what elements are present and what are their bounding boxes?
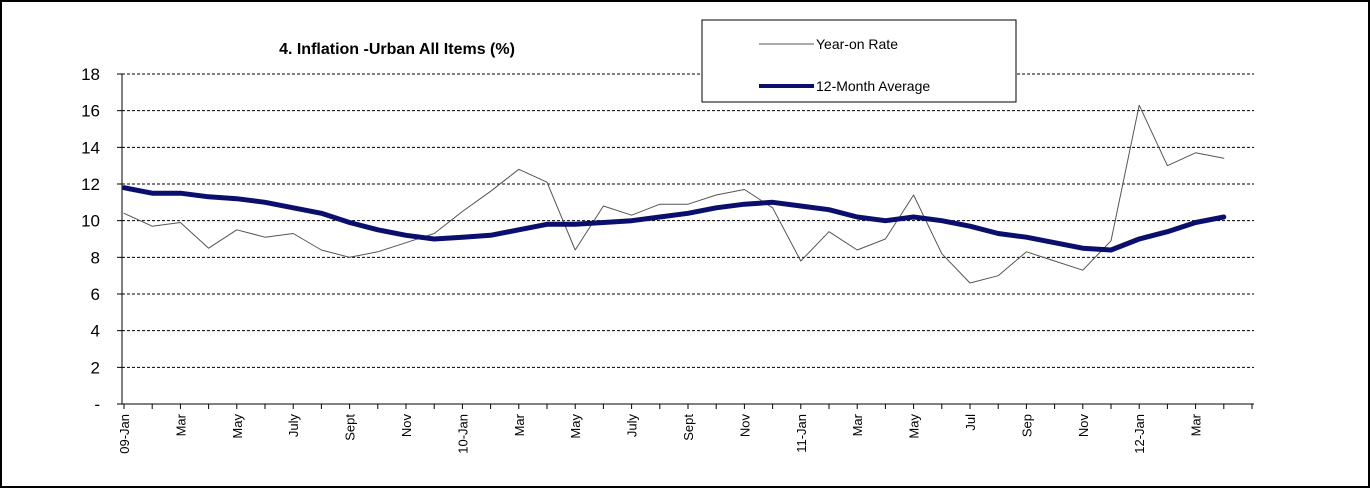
y-tick-label-10: 10 (81, 212, 100, 231)
legend-box (701, 19, 1017, 103)
x-tick-label: Sep (1019, 414, 1034, 437)
y-tick-label-18: 18 (81, 65, 100, 84)
y-tick-label-14: 14 (81, 138, 100, 157)
y-tick-label-0: - (94, 395, 100, 414)
axes: - 2 4 6 8 10 12 14 16 18 09-Jan Mar May July Sept Nov 10… (81, 65, 1254, 454)
y-tick-label-6: 6 (91, 285, 100, 304)
x-tick-label: Mar (850, 413, 865, 436)
y-tick-label-4: 4 (91, 322, 100, 341)
x-tick-label: May (907, 414, 922, 439)
chart-title: 4. Inflation -Urban All Items (%) (279, 41, 515, 58)
x-tick-label: May (568, 414, 583, 439)
x-tick-label: Mar (173, 413, 188, 436)
x-tick-label: Nov (399, 414, 414, 438)
y-tick-label-2: 2 (91, 358, 100, 377)
legend: Year-on Rate 12-Month Average (701, 19, 1017, 103)
x-tick-label: 10-Jan (455, 414, 470, 454)
x-tick-label: May (230, 414, 245, 439)
x-tick-label: Mar (512, 413, 527, 436)
gridlines (122, 73, 1254, 368)
x-tick-label: Jul (963, 414, 978, 431)
x-tick-label: Sept (681, 414, 696, 441)
series-line-year-on-rate (123, 104, 1225, 284)
x-tick-label: Nov (1076, 414, 1091, 438)
x-tick-label: July (625, 414, 640, 438)
legend-label-year-on-rate: Year-on Rate (816, 36, 898, 52)
x-tick-label: Sept (343, 414, 358, 441)
x-tick-label: 12-Jan (1132, 414, 1147, 454)
x-tick-label: July (286, 414, 301, 438)
x-tick-label: 11-Jan (794, 414, 809, 453)
x-tick-label: Mar (1189, 413, 1204, 436)
series-line-12-month-average (121, 185, 1227, 253)
x-tick-label: Nov (737, 414, 752, 438)
x-tick-label: 09-Jan (117, 414, 132, 454)
y-tick-label-16: 16 (81, 102, 100, 121)
y-tick-label-8: 8 (91, 248, 100, 267)
legend-label-12-month-average: 12-Month Average (816, 78, 930, 94)
y-tick-label-12: 12 (81, 175, 100, 194)
series-lines (121, 104, 1227, 284)
